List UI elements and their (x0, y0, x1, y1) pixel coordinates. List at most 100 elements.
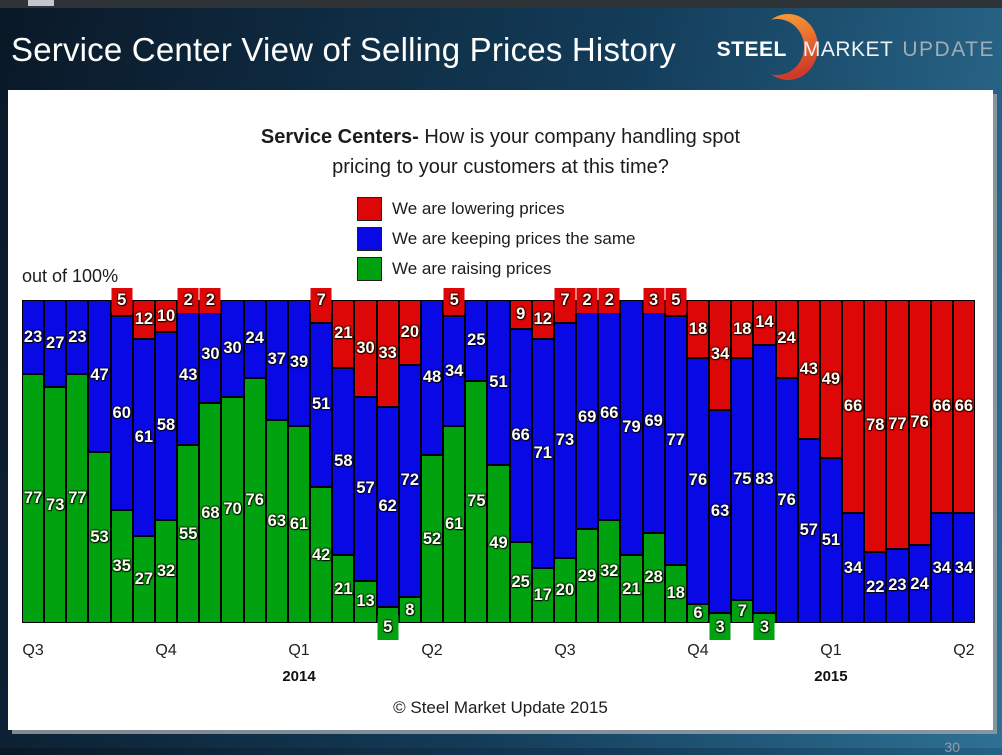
segment-value-label: 17 (533, 586, 552, 605)
segment-raising: 32 (154, 519, 178, 623)
segment-value-label: 10 (156, 306, 176, 325)
segment-raising: 20 (553, 558, 577, 623)
segment-value-label: 63 (710, 502, 730, 521)
segment-keeping: 60 (110, 316, 133, 510)
legend-swatch-keeping (357, 227, 382, 251)
segment-value-label: 68 (201, 503, 220, 522)
segment-value-label: 77 (666, 430, 685, 449)
segment-lowering: 43 (797, 300, 820, 439)
segment-keeping: 61 (132, 338, 155, 536)
segment-raising: 18 (664, 564, 687, 623)
segment-value-label: 24 (777, 329, 796, 348)
bar-group: 24 76 (243, 300, 266, 623)
segment-keeping: 72 (398, 364, 421, 598)
bar-group: 18 75 7 (731, 300, 754, 623)
segment-raising: 25 (509, 542, 532, 623)
segment-keeping: 48 (420, 300, 444, 456)
legend-item-keeping: We are keeping prices the same (357, 224, 635, 254)
bar-group: 24 76 (775, 300, 798, 623)
segment-keeping: 76 (686, 358, 710, 604)
segment-raising: 75 (465, 380, 488, 623)
segment-raising: 35 (110, 509, 133, 623)
segment-value-label: 18 (688, 319, 708, 338)
segment-raising: 63 (265, 419, 288, 623)
segment-raising: 7 (731, 600, 754, 623)
bar-group: 5 60 35 (110, 288, 133, 623)
segment-lowering: 9 (509, 300, 532, 330)
segment-keeping: 39 (287, 300, 311, 426)
axis-tick-label: Q2 (953, 642, 975, 659)
bar-group: 12 61 27 (132, 300, 155, 623)
legend-label-lowering: We are lowering prices (392, 199, 565, 218)
segment-value-label: 79 (622, 418, 641, 437)
segment-value-label: 43 (799, 359, 818, 378)
segment-keeping: 34 (952, 513, 975, 623)
segment-keeping: 47 (88, 300, 111, 452)
segment-raising: 61 (443, 425, 466, 623)
bar-group: 39 61 (287, 300, 311, 623)
segment-value-label: 5 (377, 615, 399, 640)
window-top-strip (0, 0, 1002, 8)
segment-value-label: 51 (821, 531, 841, 550)
segment-lowering: 18 (686, 300, 710, 359)
segment-value-label: 33 (378, 343, 397, 362)
segment-value-label: 76 (245, 490, 264, 509)
segment-keeping: 77 (664, 316, 687, 565)
segment-value-label: 49 (489, 534, 508, 553)
segment-value-label: 61 (444, 514, 464, 533)
segment-value-label: 34 (932, 558, 951, 577)
segment-lowering: 66 (930, 300, 953, 514)
segment-value-label: 5 (665, 288, 687, 313)
segment-raising: 68 (199, 403, 222, 623)
segment-raising: 77 (66, 374, 89, 623)
axis-year-label: 2014 (282, 668, 316, 685)
segment-value-label: 9 (516, 305, 526, 324)
segment-value-label: 61 (289, 514, 309, 533)
segment-value-label: 14 (755, 313, 774, 332)
segment-value-label: 2 (576, 288, 598, 313)
bar-group: 12 71 17 (531, 300, 554, 623)
segment-keeping: 34 (443, 316, 466, 426)
segment-raising: 49 (487, 464, 510, 623)
segment-value-label: 83 (755, 469, 774, 488)
segment-lowering: 20 (398, 300, 421, 365)
segment-value-label: 7 (554, 288, 576, 313)
segment-keeping: 58 (332, 367, 355, 556)
segment-raising: 21 (332, 555, 355, 623)
bar-group: 78 22 (864, 300, 887, 623)
segment-value-label: 57 (799, 521, 818, 540)
segment-value-label: 77 (23, 489, 43, 508)
segment-raising: 21 (620, 555, 643, 623)
segment-lowering: 10 (154, 300, 178, 333)
bar-group: 10 58 32 (154, 300, 178, 623)
chart-question-line1: How is your company handling spot (418, 126, 741, 148)
segment-keeping: 66 (598, 306, 621, 520)
segment-raising: 29 (576, 529, 599, 623)
segment-value-label: 12 (533, 309, 552, 328)
segment-value-label: 69 (644, 411, 663, 430)
segment-lowering: 78 (864, 300, 887, 552)
segment-value-label: 27 (134, 569, 154, 588)
bar-group: 23 77 (66, 300, 89, 623)
segment-value-label: 3 (753, 615, 775, 640)
segment-value-label: 34 (444, 361, 464, 380)
segment-value-label: 60 (112, 403, 131, 422)
segment-keeping: 57 (797, 438, 820, 623)
segment-lowering: 24 (775, 300, 798, 378)
segment-raising: 6 (686, 603, 710, 623)
segment-value-label: 3 (643, 288, 665, 313)
axis-tick-label: Q3 (554, 642, 576, 659)
segment-value-label: 21 (334, 579, 353, 598)
segment-value-label: 21 (334, 324, 353, 343)
segment-value-label: 73 (46, 495, 65, 514)
segment-keeping: 30 (221, 300, 244, 397)
segment-keeping: 57 (354, 396, 377, 581)
segment-keeping: 34 (842, 513, 865, 623)
bar-group: 43 57 (797, 300, 820, 623)
segment-value-label: 52 (422, 529, 442, 548)
bar-group: 49 51 (819, 300, 843, 623)
segment-value-label: 12 (134, 309, 154, 328)
segment-value-label: 27 (46, 334, 65, 353)
segment-value-label: 77 (68, 489, 87, 508)
segment-lowering: 66 (842, 300, 865, 514)
